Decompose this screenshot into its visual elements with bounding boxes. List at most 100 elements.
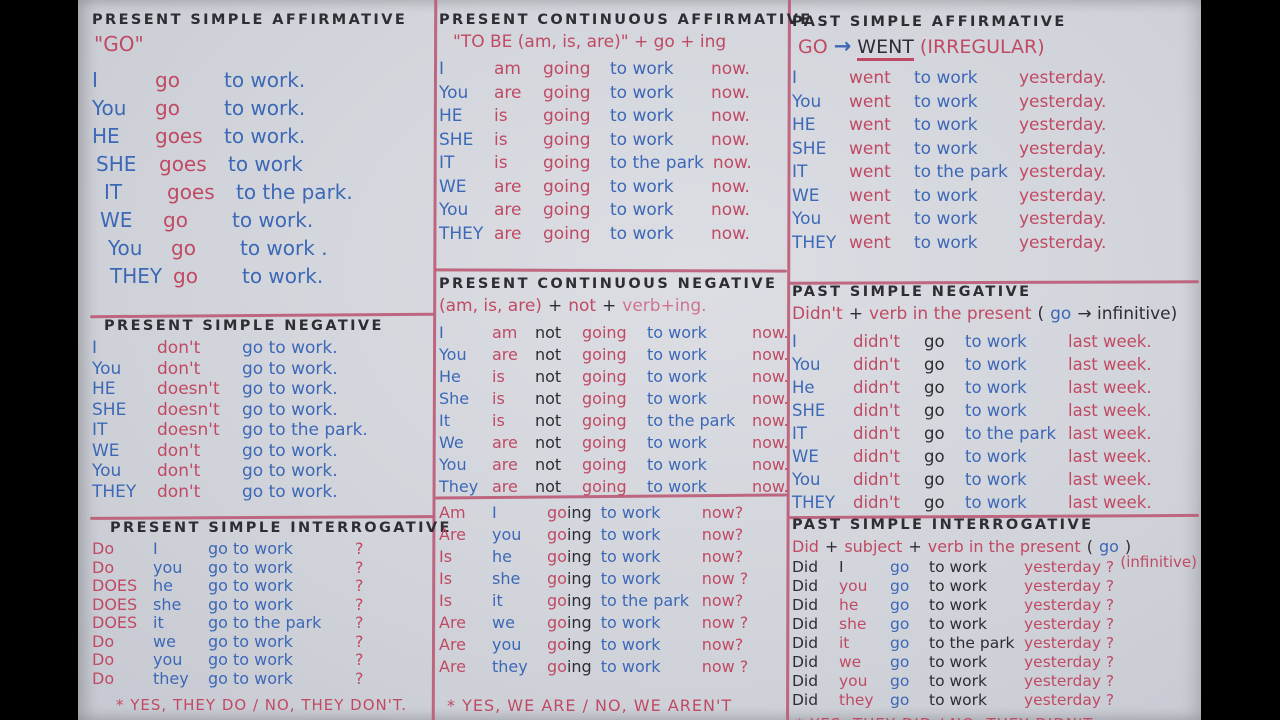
ink-segment: went	[849, 232, 891, 253]
ink-segment: Didn't	[792, 304, 843, 324]
ink-segment: not	[535, 433, 562, 452]
ink-segment: go to work.	[242, 461, 338, 481]
ink-segment: ing	[566, 657, 592, 676]
sentence-row: DOES she go to work?	[92, 595, 433, 615]
sentence-row: You don't go to work.	[92, 359, 433, 380]
ink-segment: going	[582, 345, 627, 364]
ink-segment: now.	[752, 455, 789, 474]
short-answer-note: * YES, WE ARE / NO, WE AREN'T	[447, 696, 733, 715]
ink-segment: DOES	[92, 576, 138, 595]
ink-segment: (IRREGULAR)	[919, 36, 1045, 58]
ink-segment: WE	[92, 440, 120, 461]
ink-segment: go	[547, 613, 567, 632]
sentence-row: IT doesn't go to the park.	[92, 420, 433, 441]
section-title: PAST SIMPLE AFFIRMATIVE	[792, 14, 1067, 30]
ink-segment: You	[108, 236, 143, 260]
section-past-simple-negative: PAST SIMPLE NEGATIVE Didn't + verb in the …	[792, 284, 1199, 514]
sentence-row: Do we go to work?	[92, 631, 433, 652]
ink-segment: are	[494, 176, 522, 197]
ink-segment: THEY	[792, 232, 837, 253]
section-title: PRESENT SIMPLE NEGATIVE	[104, 318, 384, 334]
ink-segment: you	[492, 525, 522, 544]
sentence-row: THEY didn't go to work last week.	[792, 491, 1199, 514]
ink-segment: she	[839, 615, 867, 633]
sentence-row: HE goes to work.	[92, 122, 433, 150]
ink-segment: go to work	[208, 539, 293, 558]
grammar-formula: GO → WENT (IRREGULAR)	[798, 34, 1199, 61]
ink-segment: It	[439, 411, 450, 430]
ink-segment: ?	[355, 631, 364, 651]
ink-segment: I	[492, 503, 497, 522]
short-answer-note: * YES, THEY DID / NO, THEY DIDN'T	[796, 715, 1199, 720]
ink-segment: to work	[610, 82, 674, 103]
ink-segment: to work.	[224, 96, 306, 120]
ink-segment: now ?	[701, 613, 749, 632]
ink-segment: going	[543, 200, 591, 220]
section-past-simple-interrogative: PAST SIMPLE INTERROGATIVE Did + subject + ve…	[792, 517, 1199, 720]
ink-segment: go	[890, 634, 910, 652]
ink-segment: it	[839, 634, 850, 652]
ink-segment: to work	[965, 332, 1027, 351]
ink-segment: SHE	[792, 401, 826, 420]
ink-segment: going	[582, 477, 627, 496]
ink-segment: to work	[647, 477, 707, 496]
ink-segment: not	[535, 345, 562, 364]
ink-segment: going	[543, 106, 591, 126]
ink-segment: You	[92, 461, 122, 481]
sentence-row: You are going to work now.	[439, 82, 785, 106]
section-present-continuous-negative: PRESENT CONTINUOUS NEGATIVE (am, is, are…	[439, 276, 789, 498]
ink-segment: I	[792, 68, 798, 88]
ink-segment: now.	[752, 367, 789, 386]
ink-segment: yesterday.	[1019, 232, 1107, 253]
sentence-row: WE are going to work now.	[439, 176, 785, 200]
ink-segment: now.	[712, 153, 752, 173]
ink-segment: to the park	[914, 162, 1008, 182]
ink-segment: go to work	[208, 576, 293, 595]
sentence-row: Did it go to the park yesterday ?	[792, 634, 1199, 653]
ink-segment: it	[492, 591, 503, 610]
ink-segment: now.	[752, 477, 789, 496]
ink-segment: now.	[752, 389, 789, 408]
ink-segment: Am	[439, 503, 466, 522]
section-title: PRESENT CONTINUOUS AFFIRMATIVE	[439, 12, 813, 28]
ink-segment: Do	[92, 650, 115, 669]
ink-segment: DOES	[92, 613, 138, 632]
ink-segment: last week.	[1068, 332, 1152, 351]
ink-segment: )	[1124, 537, 1132, 556]
ink-segment: yesterday.	[1019, 162, 1107, 182]
ink-segment: to work	[610, 176, 674, 197]
ink-segment: yesterday ?	[1024, 691, 1115, 709]
ink-segment: to work	[965, 493, 1027, 512]
ink-segment: didn't	[853, 401, 900, 420]
ink-segment: to work	[965, 470, 1027, 489]
ink-segment: You	[92, 358, 122, 379]
ink-segment: yesterday.	[1019, 68, 1107, 88]
ink-segment: to the park	[647, 411, 736, 430]
ink-segment: to work	[914, 232, 978, 253]
ink-segment: (	[1037, 304, 1045, 324]
ink-segment: are	[492, 477, 518, 496]
column-present-continuous: PRESENT CONTINUOUS AFFIRMATIVE "TO BE (a…	[439, 0, 813, 720]
ink-segment: ing	[566, 525, 592, 544]
ink-segment: not	[535, 367, 562, 386]
grammar-formula: "TO BE (am, is, are)" + go + ing	[453, 32, 785, 52]
sentence-row: He is not going to work now.	[439, 366, 789, 388]
ink-segment: now.	[711, 223, 750, 244]
ink-segment: I	[839, 558, 844, 576]
ink-segment: is	[492, 389, 505, 408]
ink-segment: don't	[157, 481, 201, 502]
ink-segment: went	[849, 68, 891, 88]
ink-segment: to the park	[929, 634, 1015, 652]
ink-segment: didn't	[853, 378, 900, 397]
ink-segment: now?	[701, 525, 744, 544]
ink-segment: to work	[965, 355, 1027, 374]
sentence-row: Did he go to work yesterday ?	[792, 596, 1199, 615]
ink-segment: go to the park.	[242, 420, 368, 440]
ink-segment: going	[543, 176, 591, 197]
ink-segment: WE	[100, 208, 133, 232]
